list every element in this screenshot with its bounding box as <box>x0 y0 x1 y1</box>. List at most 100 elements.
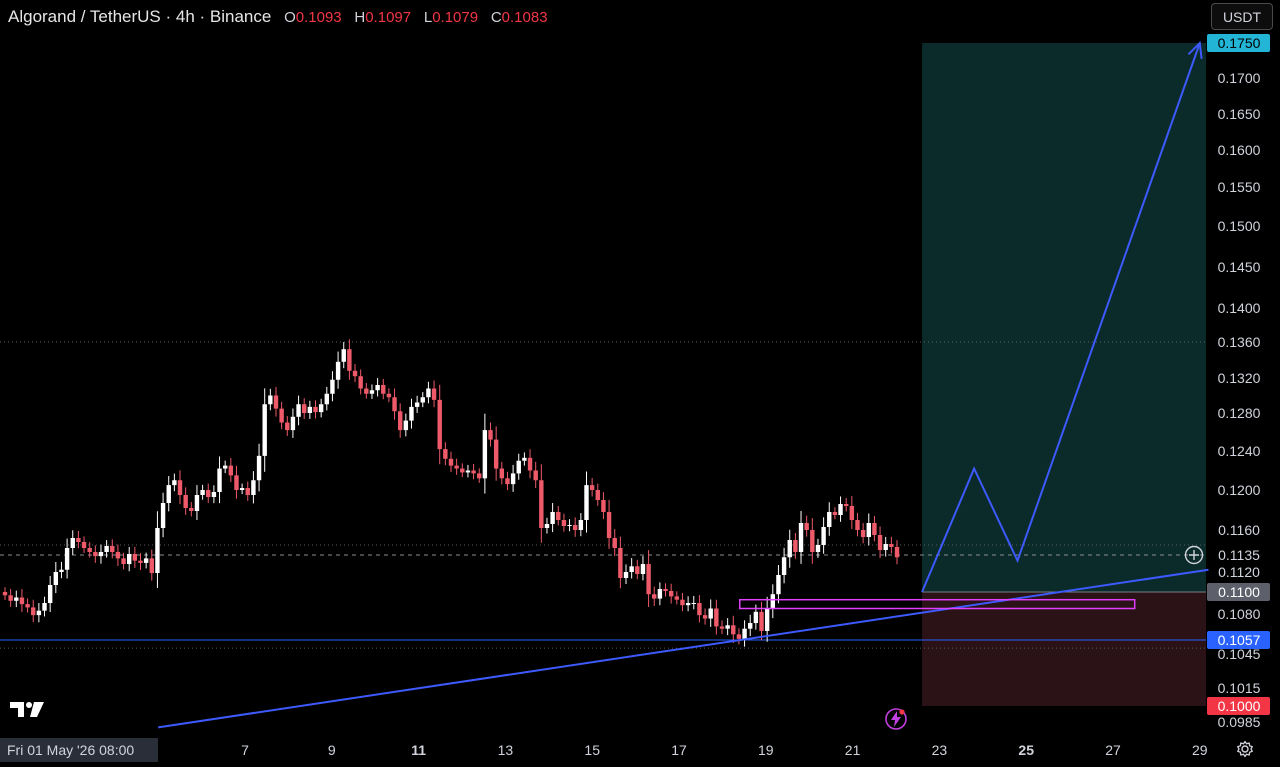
candle-body <box>573 525 578 530</box>
candle-body <box>36 610 42 616</box>
candle-body <box>166 485 171 503</box>
projection-path <box>921 42 1201 593</box>
candle-body <box>245 488 250 495</box>
time-tick-label: 7 <box>241 742 249 758</box>
candle-body <box>403 420 409 431</box>
candle-body <box>239 488 245 490</box>
candle-body <box>714 608 719 627</box>
candle-body <box>31 607 36 616</box>
candle-body <box>493 439 499 469</box>
price-axis[interactable]: 0.1700 0.1650 0.1600 0.1550 0.1500 0.1450 0.14… <box>1207 34 1270 730</box>
candle-body <box>855 520 860 530</box>
candle-body <box>397 411 403 431</box>
candle-body <box>471 470 476 474</box>
candle-body <box>335 361 341 380</box>
candle-body <box>640 564 646 574</box>
candle-body <box>448 458 454 466</box>
candle-body <box>256 455 262 481</box>
candle-body <box>838 504 843 515</box>
candle-body <box>115 552 121 559</box>
price-tick-label: 0.1550 <box>1218 179 1261 195</box>
time-tick-label: 17 <box>671 742 687 758</box>
candle-body <box>821 527 826 545</box>
candle-body <box>527 457 533 471</box>
time-tick-label: 21 <box>845 742 861 758</box>
candle-body <box>561 520 567 526</box>
price-tag-label: 0.1750 <box>1218 35 1261 51</box>
low-label: L <box>423 9 433 26</box>
candle-body <box>663 589 668 591</box>
trendline <box>158 568 1209 729</box>
candle-body <box>194 495 200 511</box>
candle-body <box>635 566 640 574</box>
tradingview-logo-icon[interactable] <box>10 700 46 720</box>
low-value: 0.1079 <box>432 9 479 26</box>
candle-body <box>793 540 798 552</box>
candle-body <box>217 468 222 492</box>
price-tick-label: 0.1320 <box>1218 370 1261 386</box>
candle-body <box>843 504 849 506</box>
candle-body <box>375 385 380 391</box>
candle-body <box>143 558 149 563</box>
candle-body <box>302 404 307 413</box>
crosshair-date-label: Fri 01 May '26 08:00 <box>0 738 158 762</box>
candle-body <box>465 470 471 473</box>
candle-body <box>657 589 663 599</box>
candle-body <box>499 468 505 479</box>
plus-circle-icon[interactable] <box>1184 545 1204 565</box>
time-tick-label: 11 <box>411 742 426 758</box>
candle-body <box>674 596 680 600</box>
drawings[interactable] <box>158 40 1209 729</box>
price-tag-stop <box>1207 697 1270 715</box>
candle-body <box>98 552 104 557</box>
candle-body <box>708 608 713 619</box>
candle-body <box>764 608 770 631</box>
candle-body <box>889 544 894 547</box>
gear-icon[interactable] <box>1236 740 1254 758</box>
candle-body <box>64 548 70 570</box>
candle-body <box>781 557 787 575</box>
candle-body <box>849 506 855 520</box>
candle-body <box>2 592 8 596</box>
demand-zone-box <box>739 598 1136 610</box>
price-tick-label: 0.1650 <box>1218 106 1261 122</box>
candle-body <box>770 594 775 609</box>
symbol-title[interactable]: Algorand / TetherUS · 4h · Binance <box>8 7 272 26</box>
candle-body <box>189 508 194 511</box>
candle-body <box>477 473 482 479</box>
price-tick-label: 0.1160 <box>1218 522 1260 538</box>
time-tick-label: 23 <box>932 742 948 758</box>
candle-body <box>93 552 98 557</box>
high-value: 0.1097 <box>365 9 412 26</box>
price-tag-support <box>1207 631 1270 649</box>
price-tick-label: 0.1600 <box>1218 142 1261 158</box>
close-value: 0.1083 <box>501 9 548 26</box>
candle-body <box>262 404 267 456</box>
candle-body <box>860 530 866 537</box>
candle-body <box>386 393 392 398</box>
candle-body <box>200 490 205 495</box>
candle-body <box>810 530 815 552</box>
price-tick-label: 0.1080 <box>1218 606 1261 622</box>
lightning-icon[interactable] <box>884 707 908 731</box>
candle-body <box>206 490 211 497</box>
candle-body <box>584 485 589 520</box>
candle-body <box>618 548 623 578</box>
candle-body <box>866 523 871 537</box>
time-axis[interactable]: 7 9 11 13 15 17 19 21 23 25 27 29 <box>241 742 1208 758</box>
candle-body <box>691 603 696 604</box>
candle-body <box>104 546 109 552</box>
candle-body <box>731 625 736 635</box>
candle-body <box>606 512 612 538</box>
candle-body <box>290 416 296 431</box>
candle-body <box>748 623 753 629</box>
candle-body <box>183 495 188 508</box>
price-tag-label: 0.1057 <box>1218 632 1261 648</box>
price-tick-label: 0.1015 <box>1218 680 1261 696</box>
price-tick-label: 0.1400 <box>1218 300 1261 316</box>
candle-body <box>544 524 550 528</box>
currency-selector-button[interactable]: USDT <box>1211 3 1273 30</box>
candle-body <box>364 388 369 394</box>
candle-body <box>556 512 561 520</box>
